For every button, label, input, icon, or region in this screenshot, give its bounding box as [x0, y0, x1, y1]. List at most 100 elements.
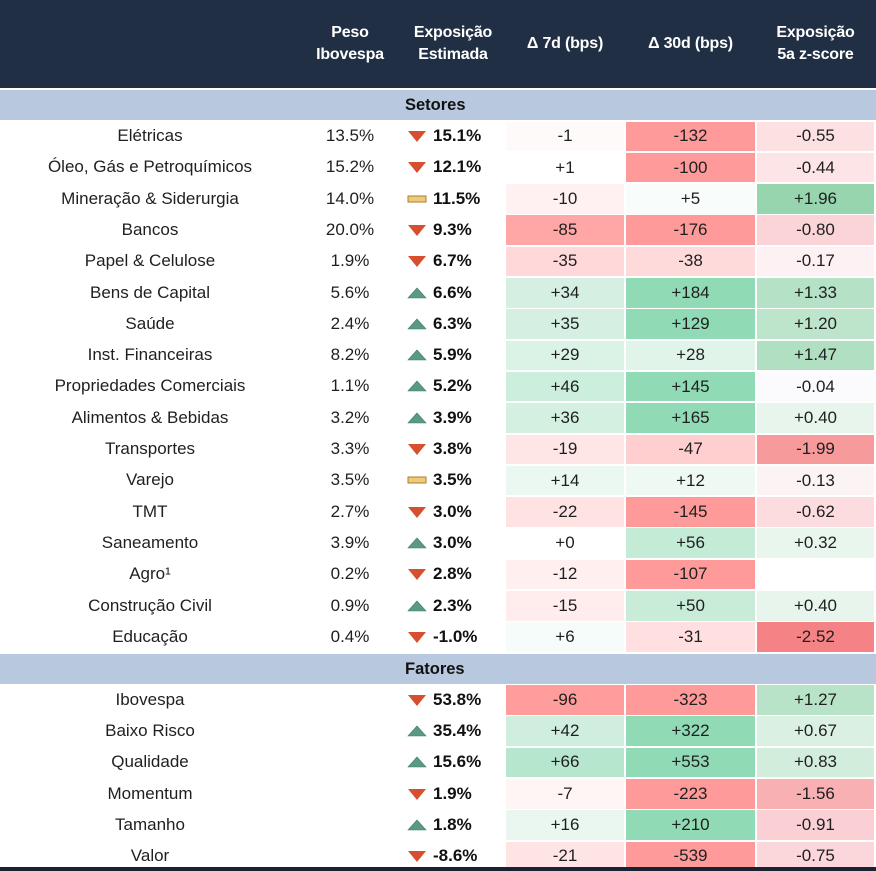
- delta-7d-text: -15: [552, 595, 578, 615]
- peso-ibovespa: 3.5%: [300, 465, 400, 496]
- exposicao-value: -8.6%: [433, 846, 478, 866]
- delta-7d: +42: [506, 716, 624, 746]
- zscore: +0.32: [757, 528, 874, 558]
- row-name-text: Propriedades Comerciais: [54, 376, 246, 396]
- exposicao-value: 9.3%: [433, 219, 472, 239]
- delta-7d-text: +16: [550, 815, 580, 835]
- delta-7d: -10: [506, 184, 624, 214]
- exposicao-estimada: 15.6%: [400, 747, 506, 778]
- row-name-text: Educação: [112, 626, 188, 646]
- peso-ibovespa-text: 3.5%: [330, 470, 370, 490]
- row-name-text: Varejo: [126, 470, 174, 490]
- exposicao-value: 11.5%: [433, 188, 481, 208]
- exposicao-estimada: 5.9%: [400, 340, 506, 371]
- delta-30d: -100: [626, 152, 755, 183]
- row-name-text: Bancos: [121, 219, 179, 239]
- exposicao-value: 1.8%: [433, 814, 472, 834]
- delta-7d: -35: [506, 246, 624, 277]
- header-zscore: Exposição 5a z-score: [757, 0, 874, 88]
- row-name: Varejo: [0, 465, 300, 496]
- peso-ibovespa: 0.4%: [300, 621, 400, 652]
- triangle-up-icon: [407, 599, 427, 613]
- table-row: Agro¹ 0.2% 2.8% -12 -107: [0, 559, 876, 590]
- triangle-up-icon: [407, 755, 427, 769]
- row-name: Educação: [0, 621, 300, 652]
- triangle-up-icon: [407, 818, 427, 832]
- peso-ibovespa: [300, 715, 400, 746]
- triangle-up-icon: [407, 286, 427, 300]
- exposicao-value: 35.4%: [433, 720, 482, 740]
- triangle-down-icon: [407, 505, 427, 519]
- zscore-text: -0.55: [796, 126, 835, 146]
- peso-ibovespa-text: 13.5%: [325, 126, 375, 145]
- table-row: Valor -8.6% -21 -539 -0.75: [0, 841, 876, 871]
- zscore-text: +1.20: [793, 314, 837, 334]
- row-name: Valor: [0, 841, 300, 871]
- zscore-text: -0.80: [796, 220, 835, 240]
- header-peso-ibovespa: Peso Ibovespa: [300, 0, 400, 88]
- delta-7d-text: -85: [552, 220, 578, 240]
- row-name: Óleo, Gás e Petroquímicos: [0, 152, 300, 183]
- delta-7d-text: +46: [550, 376, 580, 396]
- zscore-text: -0.17: [796, 251, 835, 271]
- delta-30d: -38: [626, 246, 755, 277]
- header-delta-30d: Δ 30d (bps): [648, 35, 733, 52]
- row-name-text: Óleo, Gás e Petroquímicos: [47, 157, 253, 177]
- delta-30d: -132: [626, 121, 755, 151]
- zscore: +0.40: [757, 403, 874, 433]
- row-name: Saúde: [0, 308, 300, 339]
- delta-30d-text: +12: [676, 470, 705, 490]
- exposicao-value: 6.3%: [433, 313, 472, 333]
- row-name-text: Alimentos & Bebidas: [71, 407, 229, 427]
- delta-7d-text: -21: [552, 846, 578, 866]
- delta-30d: +210: [626, 810, 755, 840]
- peso-ibovespa: 14.0%: [300, 183, 400, 214]
- table-row: Papel & Celulose 1.9% 6.7% -35 -38 -0.17: [0, 246, 876, 277]
- delta-30d: +56: [626, 528, 755, 558]
- exposicao-estimada: 9.3%: [400, 214, 506, 245]
- zscore: -0.62: [757, 497, 874, 527]
- table-row: Bens de Capital 5.6% 6.6% +34 +184 +1.33: [0, 277, 876, 308]
- zscore-text: -0.13: [796, 470, 835, 490]
- delta-30d-text: -176: [673, 220, 708, 240]
- row-name: TMT: [0, 496, 300, 527]
- delta-30d: +12: [626, 465, 755, 496]
- zscore-text: -0.62: [796, 501, 835, 521]
- row-name: Transportes: [0, 434, 300, 465]
- peso-ibovespa: [300, 809, 400, 840]
- peso-ibovespa-text: 14.0%: [325, 188, 375, 208]
- delta-30d: -176: [626, 215, 755, 245]
- delta-30d: -539: [626, 841, 755, 871]
- zscore: +1.20: [757, 309, 874, 339]
- row-name-text: Transportes: [104, 439, 196, 458]
- header-z-line1: Exposição: [776, 24, 855, 41]
- zscore: -1.99: [757, 434, 874, 464]
- zscore: +0.40: [757, 591, 874, 621]
- peso-ibovespa-text: 20.0%: [325, 219, 375, 239]
- zscore-text: -1.99: [796, 439, 835, 459]
- exposicao-estimada: 5.2%: [400, 371, 506, 402]
- peso-ibovespa-text: 3.9%: [330, 532, 370, 552]
- row-name-text: Momentum: [107, 783, 193, 803]
- row-name-text: Valor: [130, 846, 170, 866]
- zscore-text: -0.75: [796, 846, 835, 866]
- peso-ibovespa-text: 1.1%: [330, 376, 370, 396]
- delta-30d: -107: [626, 559, 755, 590]
- zscore-text: +0.67: [793, 721, 837, 741]
- header-exp-line1: Exposição: [413, 24, 493, 41]
- table-row: Mineração & Siderurgia 14.0% 11.5% -10 +5 +1.…: [0, 183, 876, 214]
- triangle-down-icon: [407, 223, 427, 237]
- delta-7d: -19: [506, 434, 624, 464]
- peso-ibovespa: 8.2%: [300, 340, 400, 371]
- delta-7d: +6: [506, 622, 624, 652]
- zscore: -0.44: [757, 152, 874, 183]
- delta-30d-text: -539: [673, 846, 708, 866]
- delta-30d-text: -38: [678, 251, 703, 271]
- header-z-line2: 5a z-score: [777, 46, 854, 63]
- peso-ibovespa: [300, 684, 400, 715]
- triangle-down-icon: [407, 254, 427, 268]
- exposicao-estimada: 53.8%: [400, 684, 506, 715]
- delta-7d: -12: [506, 559, 624, 590]
- delta-30d-text: -323: [673, 689, 708, 709]
- delta-7d-text: +36: [550, 407, 580, 427]
